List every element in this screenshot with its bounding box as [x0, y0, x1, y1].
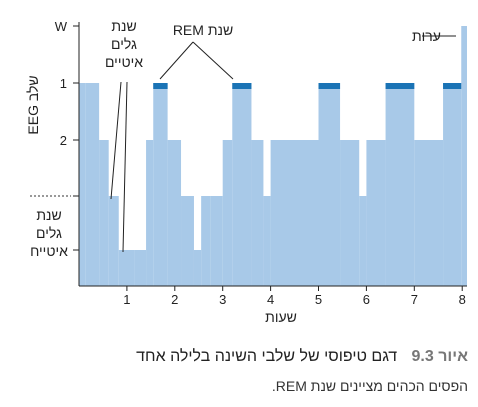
stage-bar [461, 26, 467, 286]
x-tick-label: 4 [267, 292, 274, 307]
x-axis-label: שעות [265, 309, 297, 325]
x-tick-label: 7 [411, 292, 418, 307]
rem-marker [153, 83, 168, 89]
stage-bar [232, 83, 252, 286]
stage-bar [359, 196, 367, 286]
figure-number: איור 9.3 [411, 348, 468, 365]
stage-bar [443, 83, 462, 286]
axes [30, 22, 467, 291]
sws-pointer [110, 81, 122, 200]
stage-bar [210, 196, 223, 286]
sws-top-annotation: גלים [111, 36, 137, 52]
rem-marker [232, 83, 252, 89]
y-axis-label: שלב EEG [25, 75, 41, 134]
stage-bar [99, 140, 109, 286]
x-tick-label: 2 [171, 292, 178, 307]
stage-bar [85, 83, 100, 286]
sws-left-annotation: גלים [36, 225, 62, 241]
stage-bar [134, 250, 147, 286]
stage-bar [366, 140, 386, 286]
stage-bar [414, 140, 444, 286]
y-tick-label: 1 [60, 76, 67, 91]
rem-pointer [192, 41, 234, 80]
sws-pointer [122, 81, 128, 253]
rem-marker [443, 83, 462, 89]
stage-bar [153, 83, 168, 286]
stage-bar [251, 140, 264, 286]
stage-bar [385, 83, 415, 286]
stage-bar [181, 196, 194, 286]
sws-top-annotation: איטיים [105, 54, 143, 70]
stage-bar [263, 196, 271, 286]
y-tick-label: W [55, 19, 68, 34]
stage-bar [118, 250, 135, 286]
stage-bar [201, 196, 211, 286]
sws-left-annotation: שנת [36, 207, 61, 223]
hypnogram-area [79, 26, 467, 286]
rem-markers [153, 83, 462, 89]
stage-bar [108, 196, 119, 286]
stage-bar [270, 140, 319, 286]
sws-top-annotation: שנת [111, 18, 136, 34]
figure-caption: איור 9.3 דגם טיפוסי של שלבי השינה בלילה … [136, 348, 468, 366]
x-tick-label: 5 [315, 292, 322, 307]
stage-bar [79, 83, 86, 286]
x-tick-label: 6 [363, 292, 370, 307]
rem-marker [318, 83, 341, 89]
y-tick-label: 2 [60, 133, 67, 148]
sws-left-annotation: איטייח [30, 243, 68, 259]
x-tick-label: 1 [123, 292, 130, 307]
stage-bar [222, 140, 233, 286]
stage-bar [193, 250, 202, 286]
figure-note: הפסים הכהים מציינים שנת REM. [271, 378, 468, 394]
figure-title: דגם טיפוסי של שלבי השינה בלילה אחד [136, 348, 398, 365]
x-tick-label: 3 [219, 292, 226, 307]
stage-bar [167, 140, 182, 286]
x-tick-label: 8 [459, 292, 466, 307]
rem-marker [385, 83, 415, 89]
stage-bar [318, 83, 341, 286]
rem-annotation: שנת REM [173, 22, 233, 38]
stage-bar [340, 140, 360, 286]
stage-bar [146, 140, 154, 286]
rem-pointer [159, 41, 194, 80]
